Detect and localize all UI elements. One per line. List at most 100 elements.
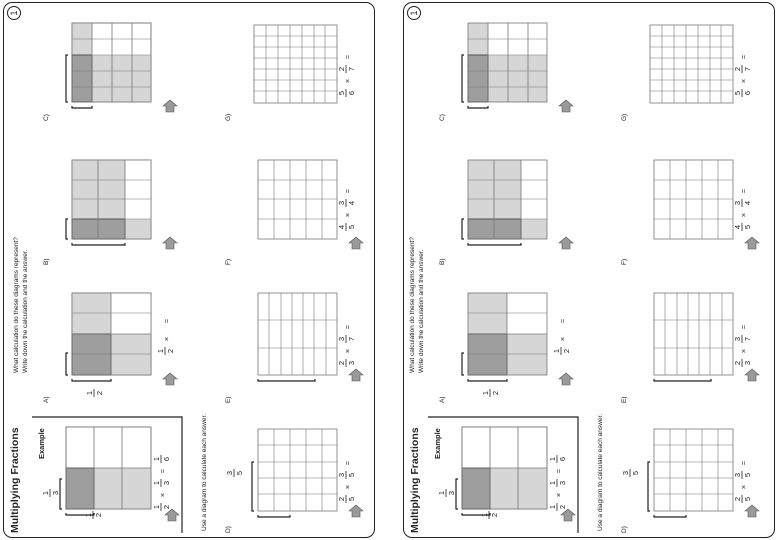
problem-d-brace-left	[647, 461, 650, 512]
fraction-numerator: 3	[225, 471, 234, 475]
eq-den-2: 4	[347, 201, 356, 205]
eq-den-1: 2	[162, 505, 171, 509]
eq-num-1: 2	[733, 361, 742, 365]
overlap-cell	[467, 333, 508, 376]
times-sign: ×	[739, 349, 748, 353]
equals-sign: =	[739, 324, 748, 329]
fraction-denominator: 5	[235, 471, 244, 475]
eq-num-3: 1	[152, 457, 161, 461]
eq-den: 2	[562, 349, 571, 353]
eq-num-1: 2	[337, 497, 346, 501]
overlap-cell	[65, 467, 95, 510]
problem-d-equation: 2 5 × 3 5 =	[337, 460, 356, 503]
eq-den: 2	[166, 349, 175, 353]
problem-b-grid	[71, 159, 152, 240]
worksheet-title: Multiplying Fractions	[409, 427, 421, 533]
problem-a-left-fraction: 1 2	[481, 389, 500, 397]
eq-num-1: 4	[733, 225, 742, 229]
equals-sign: =	[554, 468, 563, 473]
equals-sign: =	[739, 460, 748, 465]
problem-label-d: D)	[225, 526, 232, 533]
problem-f-grid	[653, 159, 734, 240]
problem-c-brace-left	[65, 54, 68, 103]
problem-b-brace-left	[65, 218, 68, 240]
problem-a-equation: 1 2 × =	[156, 318, 175, 355]
problem-e-grid	[257, 292, 338, 376]
times-sign: ×	[558, 337, 567, 341]
eq-num-1: 2	[337, 361, 346, 365]
eq-num-2: 3	[337, 473, 346, 477]
problem-a-brace-left	[461, 352, 464, 376]
equals-sign: =	[343, 460, 352, 465]
fraction-denominator: 2	[491, 391, 500, 395]
problem-b-brace-bottom	[71, 243, 126, 246]
problem-label-g: G)	[225, 114, 232, 121]
equals-sign: =	[558, 318, 567, 323]
overlap-cell	[461, 467, 491, 510]
eq-den-2: 7	[743, 67, 752, 71]
problem-label-d: D)	[621, 526, 628, 533]
example-brace-left	[59, 478, 62, 510]
page-number-circle	[7, 6, 21, 20]
problem-b-brace-left	[461, 218, 464, 240]
example-equation: 1 2 × 1 3 = 1 6	[548, 455, 567, 511]
equals-sign: =	[158, 468, 167, 473]
eq-num-1: 5	[337, 91, 346, 95]
eq-den-2: 3	[162, 481, 171, 485]
equals-sign: =	[343, 324, 352, 329]
problem-label-g: G)	[621, 114, 628, 121]
eq-den-1: 6	[347, 91, 356, 95]
problem-f-equation: 4 5 × 3 4 =	[337, 188, 356, 231]
eq-num-2: 1	[152, 481, 161, 485]
grid-frame	[467, 292, 548, 376]
grid-frame	[71, 159, 152, 240]
page-number: 1	[9, 10, 19, 15]
example-brace-bottom	[65, 513, 95, 516]
example-grid	[65, 426, 152, 510]
times-sign: ×	[158, 493, 167, 497]
overlap-cells	[71, 54, 93, 103]
problem-label-b: B)	[439, 259, 446, 266]
eq-den-3: 6	[558, 457, 567, 461]
eq-den-2: 5	[347, 473, 356, 477]
fraction-denominator: 3	[51, 491, 60, 495]
times-sign: ×	[739, 485, 748, 489]
eq-num-2: 3	[733, 337, 742, 341]
problem-g-equation: 5 6 × 2 7 =	[337, 54, 356, 97]
problem-a-equation: 1 2 × =	[552, 318, 571, 355]
equals-sign: =	[343, 188, 352, 193]
eq-num-2: 1	[548, 481, 557, 485]
problem-a-brace-left	[65, 352, 68, 376]
eq-num-2: 3	[733, 473, 742, 477]
unshaded-area	[125, 160, 151, 219]
problem-label-b: B)	[43, 259, 50, 266]
grid-frame	[65, 426, 152, 510]
problem-label-c: C)	[439, 114, 446, 121]
problem-label-c: C)	[43, 114, 50, 121]
fraction-numerator: 1	[481, 391, 490, 395]
fraction-denominator: 3	[447, 491, 456, 495]
problem-e-equation: 2 3 × 3 7 =	[337, 324, 356, 367]
up-arrow-icon	[558, 372, 574, 386]
up-arrow-icon	[744, 368, 760, 382]
problem-g-grid	[649, 24, 734, 104]
fraction-numerator: 3	[621, 471, 630, 475]
light-cell	[507, 334, 547, 375]
equals-sign: =	[162, 318, 171, 323]
grid-frame	[653, 292, 734, 376]
grid-frame	[257, 292, 338, 376]
eq-num-2: 2	[337, 67, 346, 71]
fraction-denominator: 2	[95, 391, 104, 395]
problem-label-a: A)	[439, 397, 446, 404]
problem-a-left-fraction: 1 2	[85, 389, 104, 397]
overlap-cells	[467, 54, 489, 103]
fraction-denominator: 2	[94, 513, 103, 517]
grid-frame	[653, 428, 734, 512]
up-arrow-icon	[162, 99, 178, 113]
eq-num-2: 3	[337, 337, 346, 341]
problem-e-brace-bottom	[653, 379, 712, 382]
problem-d-brace-bottom	[653, 515, 687, 518]
times-sign: ×	[739, 213, 748, 217]
grid-frame	[71, 292, 152, 376]
grid-frame	[467, 22, 548, 103]
